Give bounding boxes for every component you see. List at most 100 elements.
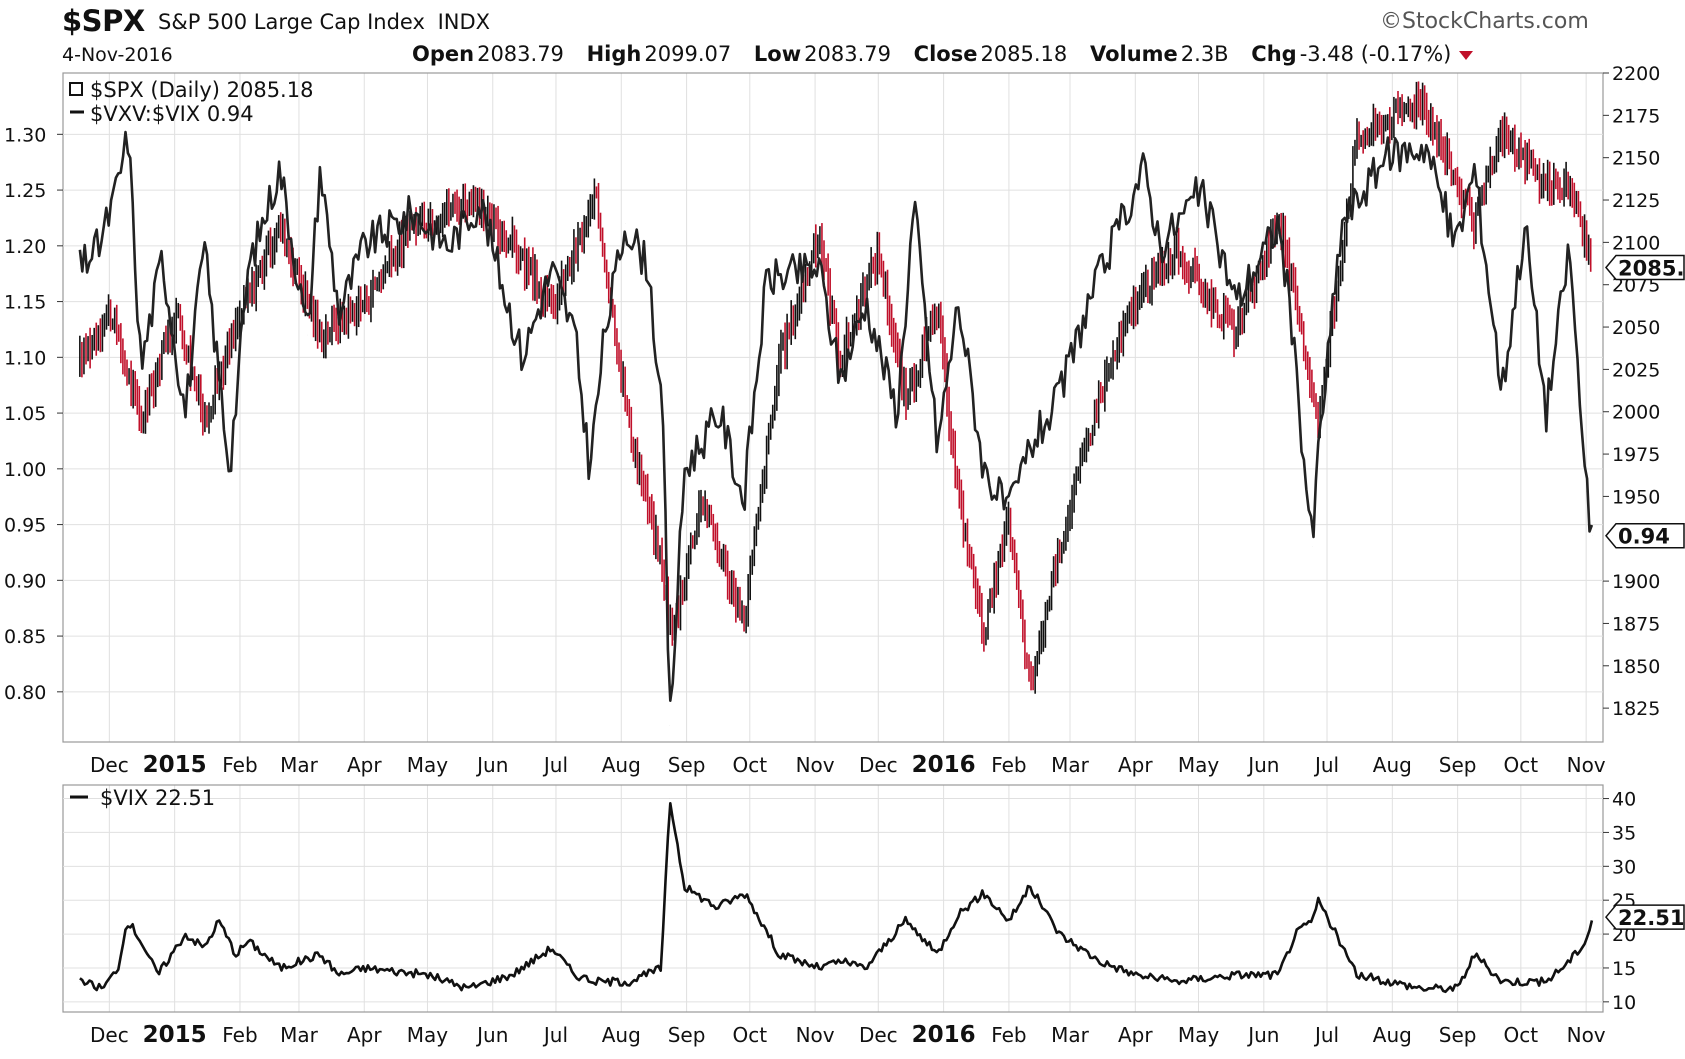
vix-panel: Dec 2015 Feb Mar Apr May Jun Jul Aug Sep Oct Nov Dec… [62,784,1685,1048]
left-tick-label-2: 1.20 [4,236,46,258]
vix-xtick-5: May [407,1023,449,1047]
legend-spx: $SPX (Daily) 2085.18 [90,78,313,102]
main-xtick-19: Jul [1313,753,1339,777]
vix-xtick-11: Nov [796,1023,835,1047]
brand-watermark: ©StockCharts.com [1380,9,1589,34]
vix-xtick-7: Jul [542,1023,568,1047]
chg-label: Chg [1251,42,1297,66]
main-price-panel: Dec 2015 Feb Mar Apr May Jun Jul Aug Sep Oct Nov Dec… [4,63,1685,778]
vix-xtick-16: Apr [1118,1023,1153,1047]
chg-value: -3.48 (-0.17%) [1299,42,1452,66]
vix-xtick-2: Feb [222,1023,257,1047]
index-name: S&P 500 Large Cap Index INDX [158,10,490,34]
right-tick-label-6: 2050 [1612,317,1660,339]
right-tick-label-2: 2150 [1612,148,1660,170]
right-tick-label-0: 2200 [1612,63,1660,85]
vix-xtick-0: Dec [90,1023,129,1047]
vix-xtick-21: Sep [1439,1023,1477,1047]
low-label: Low [753,42,802,66]
main-xtick-2: Feb [222,753,257,777]
right-tick-label-14: 1825 [1612,698,1660,720]
main-xtick-17: May [1178,753,1220,777]
left-tick-label-7: 0.95 [4,515,46,537]
left-tick-label-8: 0.90 [4,570,46,592]
main-xtick-4: Apr [347,753,382,777]
left-tick-label-0: 1.30 [4,124,46,146]
right-tick-label-10: 1950 [1612,486,1660,508]
vix-xtick-19: Jul [1313,1023,1339,1047]
main-xtick-11: Nov [796,753,835,777]
spx-bars [79,81,1592,694]
left-tick-label-6: 1.00 [4,459,46,481]
exchange-code: INDX [437,10,491,34]
main-xtick-13: 2016 [912,752,976,778]
right-tick-label-8: 2000 [1612,402,1660,424]
right-tick-label-9: 1975 [1612,444,1660,466]
vix-tick-label-2: 30 [1612,856,1636,878]
low-value: 2083.79 [804,42,891,66]
main-xtick-6: Jun [475,753,508,777]
main-xtick-7: Jul [542,753,568,777]
main-xtick-14: Feb [991,753,1026,777]
right-tick-label-7: 2025 [1612,359,1660,381]
left-tick-label-1: 1.25 [4,180,46,202]
down-triangle-icon [1459,50,1474,60]
volume-value: 2.3B [1180,42,1229,66]
vix-xtick-13: 2016 [912,1022,976,1048]
open-label: Open [412,42,475,66]
main-xtick-18: Jun [1246,753,1279,777]
right-tick-label-4: 2100 [1612,232,1660,254]
close-label: Close [913,42,978,66]
vix-xtick-8: Aug [602,1023,641,1047]
vix-last-tag-text: 22.51 [1618,906,1684,930]
right-tick-label-3: 2125 [1612,190,1660,212]
vix-xtick-23: Nov [1567,1023,1606,1047]
right-tick-label-12: 1875 [1612,613,1660,635]
vix-tick-label-0: 40 [1612,789,1636,811]
right-tick-label-13: 1850 [1612,656,1660,678]
left-tick-label-3: 1.15 [4,292,46,314]
symbol-title: $SPX [62,4,145,38]
vix-xtick-12: Dec [859,1023,898,1047]
ratio-last-tag-text: 0.94 [1618,525,1670,549]
vix-xtick-4: Apr [347,1023,382,1047]
vix-tick-label-5: 15 [1612,958,1636,980]
vix-xtick-6: Jun [475,1023,508,1047]
main-xtick-1: 2015 [143,752,207,778]
index-full-name: S&P 500 Large Cap Index [158,10,425,34]
main-xtick-23: Nov [1567,753,1606,777]
high-label: High [586,42,642,66]
main-xtick-15: Mar [1051,753,1090,777]
ratio-line [78,130,1594,703]
vix-xtick-3: Mar [280,1023,319,1047]
vix-xtick-9: Sep [668,1023,706,1047]
legend-ohlc-icon [69,82,83,96]
high-value: 2099.07 [644,42,732,66]
vix-xtick-18: Jun [1246,1023,1279,1047]
vix-xtick-22: Oct [1504,1023,1539,1047]
left-tick-label-9: 0.85 [4,626,46,648]
spx-last-tag-text: 2085.1 [1618,256,1685,280]
spx-last-tag-box [1605,254,1685,281]
vix-xtick-17: May [1178,1023,1220,1047]
price-stats: Open 2083.79 High 2099.07 Low 2083.79 Close… [412,42,1474,66]
main-xtick-21: Sep [1439,753,1477,777]
open-value: 2083.79 [477,42,564,66]
legend-vix: $VIX 22.51 [100,786,215,810]
main-xtick-9: Sep [668,753,706,777]
left-tick-label-5: 1.05 [4,403,46,425]
left-tick-label-10: 0.80 [4,682,46,704]
vix-xtick-14: Feb [991,1023,1026,1047]
vix-line [79,801,1594,994]
chart-date: 4-Nov-2016 [62,44,173,66]
right-tick-label-1: 2175 [1612,105,1660,127]
main-xtick-0: Dec [90,753,129,777]
main-xtick-12: Dec [859,753,898,777]
vix-frame [62,784,1604,1013]
legend-ratio: $VXV:$VIX 0.94 [90,102,254,126]
main-frame [62,72,1604,743]
main-xtick-22: Oct [1504,753,1539,777]
ratio-last-tag-box [1605,522,1685,549]
main-xtick-8: Aug [602,753,641,777]
